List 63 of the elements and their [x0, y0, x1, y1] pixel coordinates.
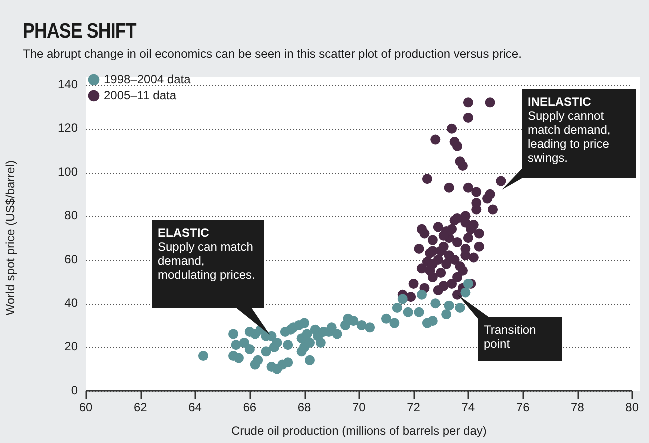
point [228, 329, 239, 340]
x-tick-label: 64 [188, 400, 202, 415]
point [398, 294, 408, 304]
point [455, 302, 466, 313]
point [283, 358, 294, 368]
x-tick-label: 66 [243, 400, 257, 415]
legend-label: 2005–11 data [104, 88, 177, 102]
x-tick-label: 60 [79, 400, 93, 415]
point [414, 307, 424, 318]
callout-box: ELASTIC Supply can match demand, modulating prices. [152, 220, 264, 308]
point [244, 327, 255, 338]
x-tick-label: 62 [134, 400, 148, 415]
point [460, 288, 471, 298]
point [261, 346, 272, 357]
y-tick-label: 120 [58, 121, 78, 136]
y-tick-label: 140 [58, 78, 78, 92]
point [239, 338, 250, 348]
point [316, 338, 326, 348]
x-axis-title: Crude oil production (millions of barrels per day) [231, 424, 487, 438]
x-tick-label: 80 [626, 400, 640, 415]
point [444, 300, 454, 311]
x-tick-label: 72 [407, 400, 421, 415]
point [365, 322, 376, 333]
point [253, 355, 264, 366]
y-axis-title: World spot price (US$/barrel) [4, 160, 18, 316]
point [348, 316, 359, 326]
point [356, 320, 367, 330]
point [381, 314, 392, 324]
x-tick-label: 74 [462, 400, 476, 415]
legend-label: 1998–2004 data [104, 72, 192, 86]
point [392, 302, 402, 313]
y-tick-label: 100 [58, 164, 78, 179]
y-tick-label: 60 [64, 252, 78, 266]
point [283, 340, 294, 350]
y-tick-label: 40 [64, 296, 78, 310]
point [304, 338, 315, 348]
point [231, 340, 242, 350]
chart-subtitle: The abrupt change in oil economics can be seen in this scatter plot of production versus price. [23, 47, 522, 61]
callout-box: INELASTIC Supply cannot match demand, leading to price swings. [522, 89, 636, 178]
point [234, 353, 244, 364]
point [403, 307, 414, 318]
x-tick-label: 68 [298, 400, 312, 415]
point [442, 310, 452, 320]
callout-box: Transition point [478, 317, 562, 361]
point [244, 344, 255, 354]
point [198, 351, 208, 362]
point [430, 298, 441, 309]
y-tick-label: 80 [64, 208, 78, 223]
point [463, 278, 474, 289]
y-tick-label: 20 [64, 340, 78, 354]
point [416, 290, 427, 300]
point [300, 318, 310, 328]
point [390, 318, 400, 328]
chart-title: PHASE SHIFT [23, 20, 136, 44]
point [332, 329, 342, 340]
point [304, 355, 315, 366]
point [302, 329, 312, 340]
x-tick-label: 78 [571, 400, 585, 415]
point [428, 316, 438, 326]
point [272, 338, 282, 348]
x-tick-label: 70 [352, 400, 366, 415]
x-tick-label: 76 [516, 400, 530, 415]
y-tick-label: 0 [71, 383, 78, 398]
